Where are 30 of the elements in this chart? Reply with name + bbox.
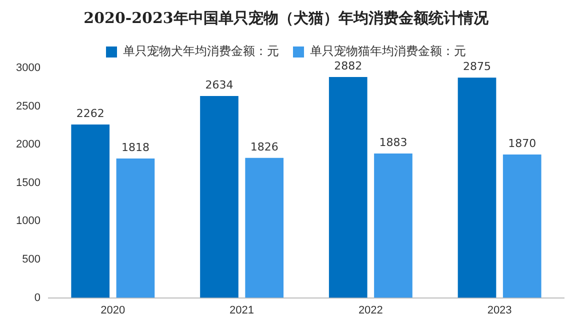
data-label: 2262 (76, 106, 104, 120)
bar (71, 124, 110, 298)
x-tick-label: 2022 (358, 304, 383, 316)
chart-title: 2020-2023年中国单只宠物（犬猫）年均消费金额统计情况 (84, 8, 490, 27)
x-tick-label: 2023 (487, 304, 512, 316)
y-tick-label: 3000 (16, 62, 40, 74)
data-label: 2875 (463, 60, 492, 73)
y-tick-label: 2000 (16, 138, 40, 151)
x-tick-label: 2020 (100, 304, 126, 316)
legend-label: 单只宠物猫年均消费金额：元 (310, 44, 466, 58)
bar (458, 78, 496, 298)
bar (502, 154, 542, 298)
data-label: 1818 (121, 140, 150, 154)
x-tick-label: 2021 (230, 304, 254, 316)
bar (328, 77, 368, 298)
y-tick-label: 1500 (16, 176, 40, 189)
bar (116, 158, 155, 298)
legend-label: 单只宠物犬年均消费金额：元 (123, 44, 279, 58)
data-label: 1870 (508, 136, 536, 150)
bar (200, 96, 238, 298)
bar (245, 158, 284, 298)
y-tick-label: 2500 (16, 100, 40, 112)
bar (374, 154, 412, 298)
data-label: 1883 (379, 136, 408, 149)
y-tick-label: 1000 (16, 215, 40, 228)
data-label: 1826 (250, 140, 278, 154)
data-label: 2634 (205, 78, 234, 92)
y-tick-label: 500 (22, 254, 40, 266)
data-label: 2882 (334, 59, 362, 72)
y-tick-label: 0 (34, 292, 40, 304)
